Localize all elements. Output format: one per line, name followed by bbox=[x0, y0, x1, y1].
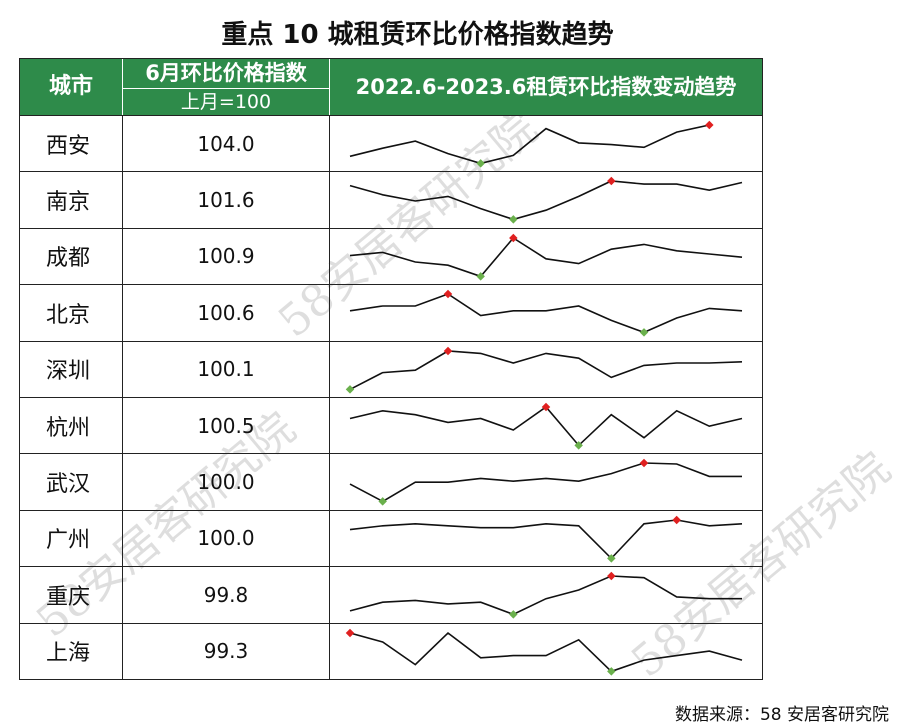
header-divider bbox=[123, 88, 329, 89]
city-label: 深圳 bbox=[46, 359, 91, 385]
table-row: 北京 100.6 bbox=[20, 284, 762, 340]
sparkline bbox=[349, 289, 743, 337]
sparkline bbox=[349, 120, 714, 168]
header-trend: 2022.6-2023.6租赁环比指数变动趋势 bbox=[355, 75, 737, 99]
index-value: 100.0 bbox=[197, 470, 255, 495]
min-marker bbox=[607, 666, 616, 676]
index-value: 104.0 bbox=[197, 131, 255, 156]
min-marker bbox=[607, 553, 616, 563]
sparkline-series bbox=[349, 180, 743, 221]
sparkline bbox=[349, 515, 743, 563]
min-marker bbox=[639, 328, 649, 337]
sparkline-series bbox=[349, 124, 710, 165]
index-value: 100.0 bbox=[197, 526, 255, 551]
table-row: 南京 101.6 bbox=[20, 171, 762, 227]
city-label: 广州 bbox=[46, 528, 91, 554]
sparkline-series bbox=[349, 575, 742, 616]
sparkline-series bbox=[349, 405, 743, 447]
city-label: 南京 bbox=[46, 190, 91, 216]
max-marker bbox=[639, 459, 649, 468]
chart-title: 重点 10 城租赁环比价格指数趋势 bbox=[221, 20, 614, 50]
max-marker bbox=[672, 515, 681, 525]
max-marker bbox=[607, 177, 616, 186]
sparkline bbox=[349, 233, 743, 281]
city-label: 上海 bbox=[46, 641, 91, 667]
min-marker bbox=[509, 215, 518, 225]
sparkline bbox=[345, 628, 743, 676]
max-marker bbox=[345, 628, 355, 637]
city-label: 西安 bbox=[46, 133, 91, 159]
table-row: 广州 100.0 bbox=[20, 509, 762, 566]
sparkline-series bbox=[349, 631, 743, 672]
city-label: 北京 bbox=[46, 302, 91, 328]
table-row: 成都 100.9 bbox=[20, 227, 762, 284]
sparkline bbox=[349, 459, 742, 507]
max-marker bbox=[705, 120, 714, 130]
header-divider bbox=[329, 59, 330, 115]
sparkline bbox=[345, 346, 743, 394]
sparkline-series bbox=[349, 349, 743, 390]
city-label: 杭州 bbox=[46, 415, 91, 441]
table-row: 杭州 100.5 bbox=[20, 397, 762, 453]
sparkline bbox=[349, 571, 742, 619]
city-label: 重庆 bbox=[46, 584, 91, 610]
sparkline-series bbox=[349, 462, 742, 503]
header-index: 6月环比价格指数 bbox=[145, 61, 307, 85]
table-row: 深圳 100.1 bbox=[20, 340, 762, 397]
min-marker bbox=[378, 497, 387, 507]
sparkline-series bbox=[349, 236, 743, 278]
index-value: 100.1 bbox=[197, 357, 255, 382]
city-label: 武汉 bbox=[46, 472, 91, 498]
table-row: 上海 99.3 bbox=[20, 622, 762, 679]
sparkline bbox=[349, 177, 743, 225]
source-note: 数据来源：58 安居客研究院 bbox=[674, 705, 889, 725]
header-city: 城市 bbox=[48, 74, 93, 99]
trend-table: 城市 6月环比价格指数 上月=100 2022.6-2023.6租赁环比指数变动… bbox=[19, 58, 763, 680]
min-marker bbox=[476, 159, 485, 168]
sparkline-series bbox=[349, 518, 743, 560]
header-divider bbox=[122, 59, 123, 115]
sparkline-series bbox=[349, 293, 743, 334]
max-marker bbox=[607, 571, 616, 581]
index-value: 99.8 bbox=[203, 582, 249, 607]
header-index-sub: 上月=100 bbox=[180, 91, 272, 113]
table-header: 城市 6月环比价格指数 上月=100 2022.6-2023.6租赁环比指数变动… bbox=[20, 59, 762, 115]
min-marker bbox=[509, 610, 518, 619]
table-row: 武汉 100.0 bbox=[20, 453, 762, 509]
table-row: 重庆 99.8 bbox=[20, 566, 762, 622]
max-marker bbox=[443, 289, 453, 299]
sparkline bbox=[349, 402, 743, 450]
index-value: 101.6 bbox=[197, 188, 255, 213]
index-value: 100.9 bbox=[197, 244, 255, 269]
index-value: 100.6 bbox=[197, 300, 255, 325]
min-marker bbox=[345, 384, 355, 394]
city-label: 成都 bbox=[46, 246, 91, 272]
table-row: 西安 104.0 bbox=[20, 115, 762, 171]
index-value: 99.3 bbox=[203, 639, 249, 664]
max-marker bbox=[443, 346, 453, 355]
index-value: 100.5 bbox=[197, 413, 255, 438]
